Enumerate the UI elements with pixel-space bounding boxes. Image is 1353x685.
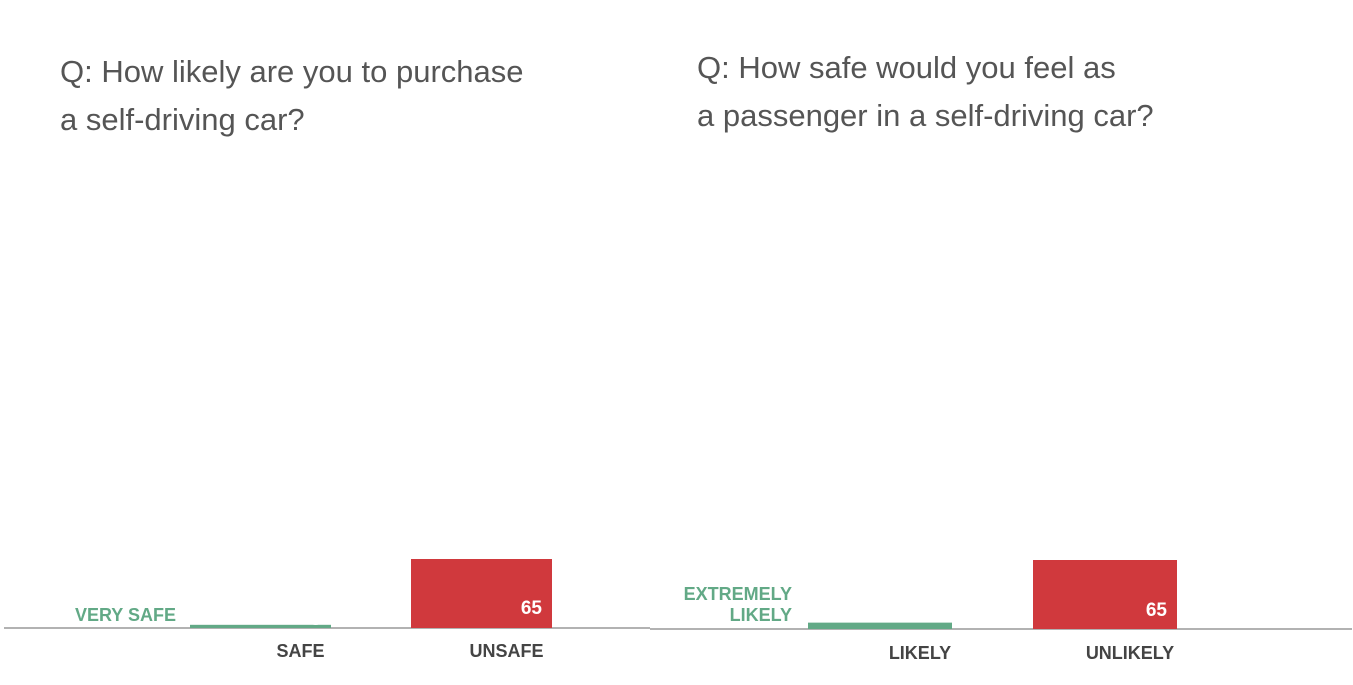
bar-likely — [808, 622, 952, 629]
side-label: VERY SAFE — [75, 605, 176, 625]
chart-title-left: Q: How likely are you to purchase a self… — [60, 54, 524, 137]
category-label: SAFE — [276, 641, 324, 661]
bar-safe — [190, 624, 331, 628]
category-label: UNSAFE — [469, 641, 543, 661]
data-label: 65 — [521, 598, 543, 619]
data-label: 6 — [931, 605, 942, 626]
category-label: UNLIKELY — [1086, 643, 1174, 663]
chart-title-right: Q: How safe would you feel as a passenge… — [697, 50, 1154, 133]
category-label: LIKELY — [889, 643, 951, 663]
data-label: 65 — [1146, 600, 1168, 621]
side-label: EXTREMELY — [684, 584, 792, 604]
data-label: 3 — [310, 609, 321, 630]
bar-unlikely — [1033, 560, 1177, 629]
bar-unsafe — [411, 559, 552, 628]
side-label: LIKELY — [730, 605, 792, 625]
